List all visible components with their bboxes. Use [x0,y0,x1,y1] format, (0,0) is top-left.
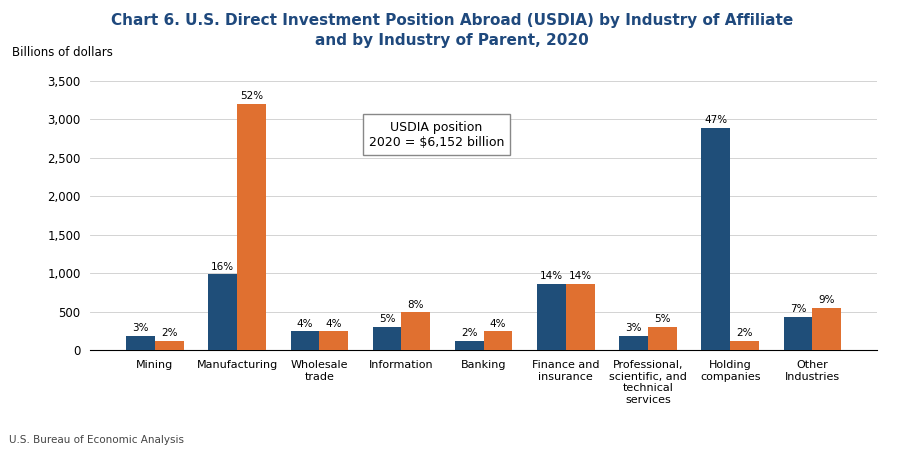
Bar [536,284,565,350]
Bar [483,331,512,350]
Bar [701,128,730,350]
Text: U.S. Bureau of Economic Analysis: U.S. Bureau of Economic Analysis [9,435,184,445]
Text: Chart 6. U.S. Direct Investment Position Abroad (USDIA) by Industry of Affiliate: Chart 6. U.S. Direct Investment Position… [111,13,792,48]
Text: 16%: 16% [211,262,234,272]
Text: 4%: 4% [325,319,341,329]
Text: 5%: 5% [654,314,670,324]
Bar [730,341,759,350]
Bar [401,313,430,350]
Bar [126,336,154,350]
Bar [290,331,319,350]
Text: 7%: 7% [789,304,805,314]
Text: 2%: 2% [736,328,752,338]
Text: 2%: 2% [161,328,177,338]
Bar [208,274,237,350]
Text: 4%: 4% [296,319,312,329]
Text: 14%: 14% [539,271,563,281]
Text: 5%: 5% [378,314,395,324]
Text: 14%: 14% [568,271,591,281]
Bar [154,341,183,350]
Text: 4%: 4% [489,319,506,329]
Text: 47%: 47% [703,115,727,125]
Text: 3%: 3% [625,323,641,333]
Bar [372,326,401,350]
Text: 2%: 2% [461,328,477,338]
Text: 9%: 9% [817,295,834,305]
Bar [812,308,840,350]
Bar [237,104,265,350]
Bar [565,284,594,350]
Bar [319,331,348,350]
Bar [619,336,647,350]
Bar [783,317,812,350]
Bar [454,341,483,350]
Text: 3%: 3% [132,323,149,333]
Text: Billions of dollars: Billions of dollars [12,46,113,59]
Bar [647,326,676,350]
Text: 52%: 52% [239,91,263,101]
Text: 8%: 8% [407,299,424,310]
Text: USDIA position
2020 = $6,152 billion: USDIA position 2020 = $6,152 billion [368,121,504,149]
